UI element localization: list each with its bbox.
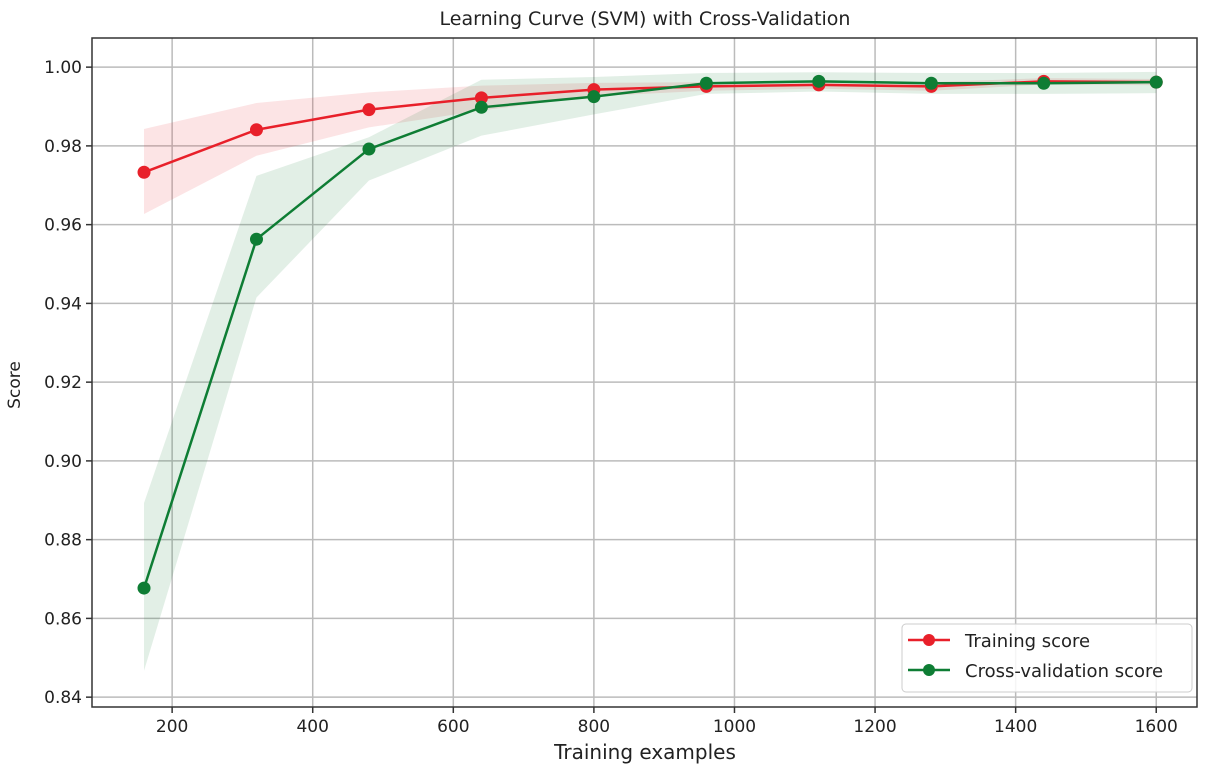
y-tick-label: 0.98 <box>44 137 82 157</box>
legend-box <box>901 623 1193 693</box>
chart-title: Learning Curve (SVM) with Cross-Validati… <box>440 8 851 30</box>
legend-cv-label: Cross-validation score <box>965 661 1163 682</box>
cross-validation-score-band <box>144 71 1157 671</box>
cross-validation-score-line <box>142 80 1157 589</box>
legend: Training score Cross-validation score <box>901 623 1193 693</box>
cross-validation-score-point <box>1037 76 1051 90</box>
cross-validation-score-point <box>474 100 488 114</box>
legend-training-marker <box>923 634 935 646</box>
y-tick-label: 0.96 <box>44 216 82 236</box>
training-score-band <box>144 78 1157 215</box>
y-tick-label: 0.84 <box>44 688 82 708</box>
y-tick-label: 0.88 <box>44 531 82 551</box>
x-tick-label: 600 <box>437 717 469 737</box>
ticks: 200 400 600 800 1000 1200 1400 1600 0.84 0.86 0.88… <box>44 58 1178 737</box>
y-tick-label: 0.94 <box>44 294 82 314</box>
cross-validation-score-point <box>924 76 938 90</box>
x-tick-label: 1200 <box>853 717 896 737</box>
cross-validation-score-point <box>249 232 263 246</box>
x-tick-label: 200 <box>156 717 188 737</box>
legend-cv-marker <box>923 664 935 676</box>
cross-validation-score-point <box>587 90 601 104</box>
training-score-point <box>249 123 263 137</box>
x-axis-label: Training examples <box>553 740 736 764</box>
bands <box>144 71 1157 671</box>
y-tick-label: 1.00 <box>44 58 82 78</box>
training-score-point <box>137 165 151 179</box>
y-tick-label: 0.92 <box>44 373 82 393</box>
x-tick-label: 1400 <box>994 717 1037 737</box>
cross-validation-score-point <box>699 76 713 90</box>
series-lines <box>137 74 1163 595</box>
plot-frame <box>91 37 1198 708</box>
x-tick-label: 1000 <box>713 717 756 737</box>
y-tick-label: 0.90 <box>44 452 82 472</box>
cross-validation-score-point <box>137 581 151 595</box>
y-tick-label: 0.86 <box>44 609 82 629</box>
x-tick-label: 800 <box>578 717 610 737</box>
training-score-point <box>474 91 488 105</box>
cross-validation-score-point <box>812 74 826 88</box>
cross-validation-score-point <box>1149 75 1163 89</box>
cross-validation-score-point <box>362 142 376 156</box>
x-tick-label: 1600 <box>1135 717 1178 737</box>
grid <box>92 38 1197 707</box>
legend-training-label: Training score <box>964 631 1090 652</box>
y-axis-label: Score <box>5 361 25 409</box>
x-tick-label: 400 <box>296 717 328 737</box>
training-score-point <box>362 103 376 117</box>
